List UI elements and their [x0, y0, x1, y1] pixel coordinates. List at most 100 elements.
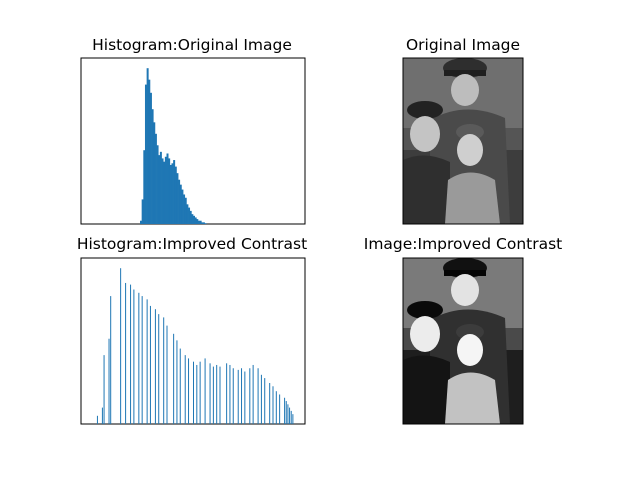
histogram-improved-bar-156 — [216, 364, 218, 424]
histogram-original-bar-94 — [164, 156, 167, 224]
original-image-photo — [402, 57, 524, 225]
histogram-original-bar-90 — [161, 158, 164, 224]
histogram-original-bar-98 — [168, 158, 171, 224]
histogram-original-bar-82 — [154, 133, 157, 224]
histogram-original-bars — [140, 68, 207, 225]
histogram-original-bar-136 — [199, 220, 202, 224]
histogram-improved-bar-40 — [120, 268, 122, 424]
histogram-original-bar-134 — [197, 220, 200, 224]
histogram-improved-bar-62 — [138, 292, 140, 424]
histogram-improved-bar-112 — [179, 348, 181, 424]
histogram-improved-bar-176 — [232, 368, 234, 424]
histogram-improved-bar-214 — [264, 378, 266, 424]
histogram-original-bar-80 — [153, 122, 156, 224]
histogram-improved-bar-20 — [103, 355, 105, 424]
histogram-improved-bar-104 — [173, 333, 175, 424]
histogram-improved-bar-152 — [212, 366, 214, 424]
histogram-improved-bar-224 — [272, 386, 274, 424]
histogram-improved-bar-232 — [279, 394, 281, 424]
histogram-original-bar-140 — [202, 222, 205, 224]
histogram-original-bar-118 — [184, 197, 187, 224]
histogram-improved-bar-28 — [110, 296, 112, 424]
histogram-original-bar-138 — [201, 222, 204, 224]
histogram-original-bar-78 — [151, 109, 154, 224]
histogram-improved-bar-242 — [287, 404, 289, 424]
histogram-original-bar-122 — [188, 207, 191, 224]
histogram-original-bar-88 — [159, 151, 162, 224]
histogram-original-bar-84 — [156, 145, 159, 224]
histogram-improved-bar-196 — [249, 368, 251, 424]
histogram-improved-bar-190 — [244, 371, 246, 424]
histogram-improved-title: Histogram:Improved Contrast — [77, 235, 307, 253]
histogram-improved-bar-66 — [141, 296, 143, 424]
histogram-original-frame — [80, 57, 306, 225]
histogram-improved-bar-228 — [275, 391, 277, 424]
histogram-improved-bar-148 — [209, 363, 211, 424]
histogram-improved-bar-76 — [149, 305, 151, 424]
histogram-improved-bar-168 — [226, 363, 228, 424]
histogram-original-bar-96 — [166, 153, 169, 224]
histogram-improved-bar-118 — [184, 355, 186, 424]
histogram-original-title: Histogram:Original Image — [92, 36, 292, 54]
histogram-original-bar-130 — [194, 217, 197, 224]
histogram-original-bar-106 — [174, 166, 177, 224]
histogram-original-bar-86 — [158, 155, 161, 224]
histogram-original-bar-104 — [173, 160, 176, 224]
histogram-improved-bar-136 — [199, 361, 201, 424]
histogram-improved-bar-142 — [204, 358, 206, 424]
histogram-improved-bar-92 — [163, 317, 165, 424]
histogram-original-panel: Histogram:Original Image — [80, 36, 306, 225]
histogram-improved-bar-182 — [237, 369, 239, 424]
histogram-improved-bar-12 — [96, 415, 98, 424]
histogram-improved-bar-186 — [241, 368, 243, 424]
histogram-improved-panel: Histogram:Improved Contrast — [77, 235, 307, 425]
histogram-improved-bar-26 — [108, 338, 110, 424]
histogram-original-bar-114 — [181, 189, 184, 224]
histogram-original-bar-100 — [169, 164, 172, 224]
histogram-original-bar-120 — [186, 204, 189, 224]
original-image-panel: Original Image — [402, 36, 524, 225]
histogram-original-bar-92 — [163, 161, 166, 224]
histogram-improved-bar-72 — [146, 299, 148, 424]
histogram-original-bar-124 — [189, 210, 192, 224]
histogram-improved-bar-200 — [252, 364, 254, 424]
histogram-improved-bar-18 — [101, 407, 103, 424]
histogram-improved-bar-160 — [219, 366, 221, 424]
histogram-improved-bar-172 — [229, 364, 231, 424]
histogram-original-bar-116 — [183, 194, 186, 224]
improved-image-panel: Image:Improved Contrast — [364, 235, 563, 425]
histogram-original-bar-126 — [191, 214, 194, 224]
histogram-original-bar-142 — [204, 223, 207, 224]
histogram-improved-bar-132 — [196, 364, 198, 424]
histogram-improved-bar-238 — [284, 397, 286, 424]
histogram-original-bar-132 — [196, 219, 199, 224]
histogram-original-bar-72 — [146, 68, 149, 224]
improved-image-photo — [402, 257, 524, 425]
histogram-improved-bar-248 — [292, 414, 294, 424]
histogram-improved-bar-46 — [125, 282, 127, 424]
histogram-improved-bar-96 — [166, 325, 168, 424]
histogram-original-bar-64 — [140, 220, 142, 224]
histogram-original-bar-68 — [143, 150, 146, 224]
histogram-original-bar-74 — [148, 79, 151, 225]
histogram-improved-bar-86 — [158, 314, 160, 424]
histogram-improved-bar-210 — [260, 374, 262, 424]
histogram-original-bar-102 — [171, 163, 174, 224]
histogram-original-bar-128 — [193, 215, 195, 224]
improved-image-title: Image:Improved Contrast — [364, 235, 563, 253]
histogram-original-bar-112 — [179, 184, 182, 224]
histogram-improved-bar-206 — [257, 368, 259, 424]
histogram-original-bar-66 — [141, 199, 144, 224]
histogram-improved-bar-220 — [269, 383, 271, 424]
histogram-improved-bars — [96, 268, 294, 424]
original-image-title: Original Image — [406, 36, 520, 54]
histogram-improved-bar-122 — [188, 358, 190, 424]
histogram-original-bar-76 — [149, 92, 152, 224]
histogram-improved-bar-240 — [285, 401, 287, 424]
histogram-original-bar-108 — [176, 173, 179, 224]
histogram-original-bar-70 — [144, 84, 147, 224]
histogram-improved-bar-52 — [130, 284, 132, 424]
histogram-improved-bar-244 — [289, 407, 291, 424]
histogram-improved-bar-82 — [154, 309, 156, 424]
